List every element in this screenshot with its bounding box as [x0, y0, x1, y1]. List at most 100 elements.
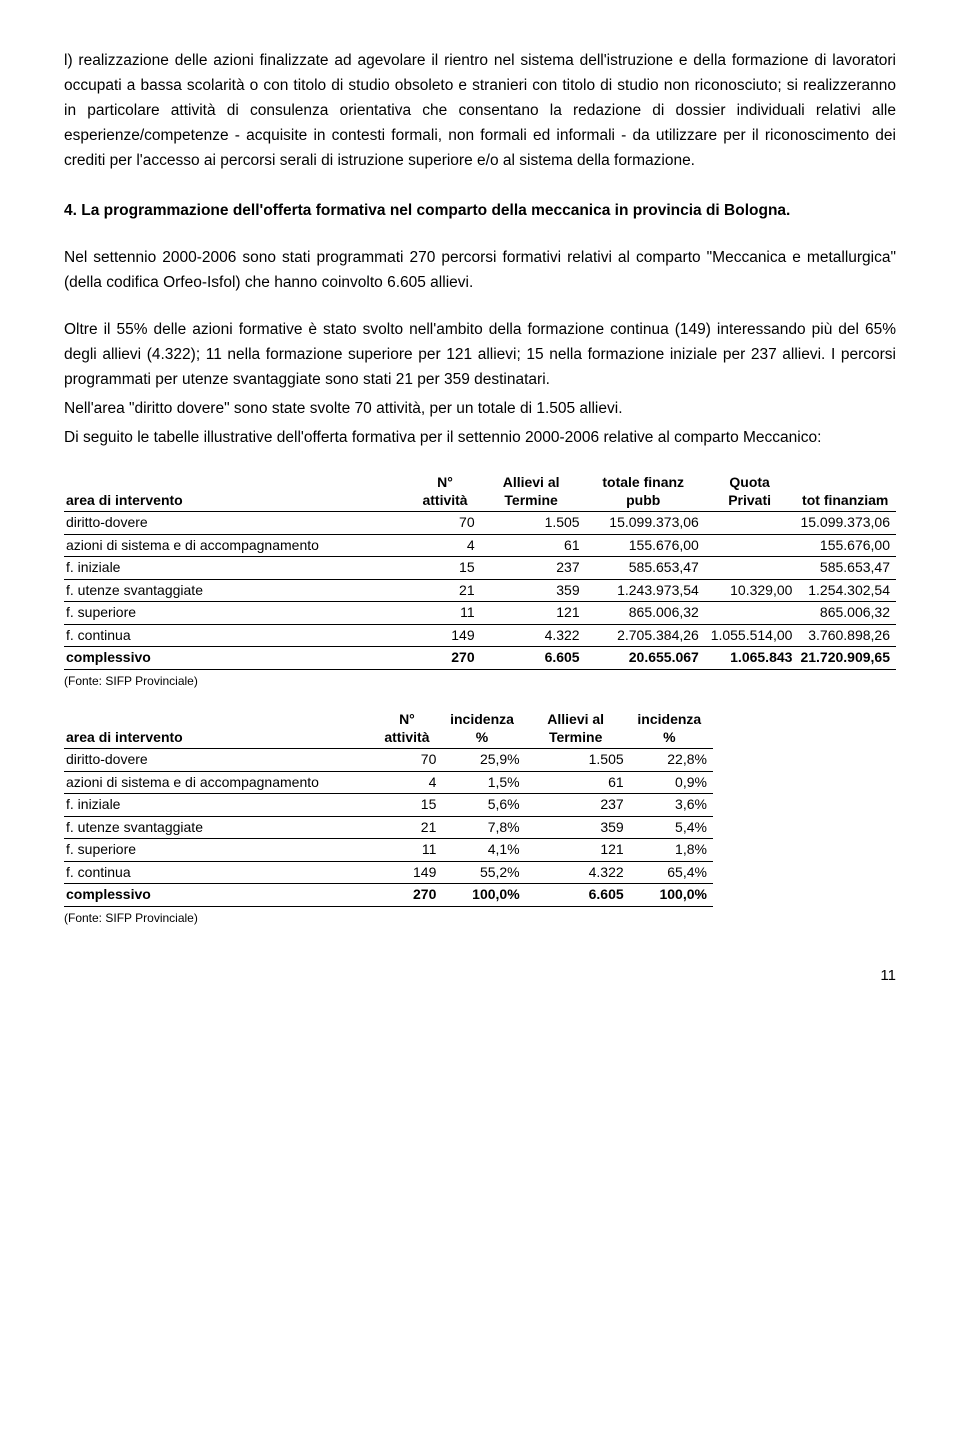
table-financing: area di intervento N° attività Allievi a… [64, 472, 896, 670]
th-area: area di intervento [64, 709, 375, 749]
table-row: f. iniziale155,6%2373,6% [64, 794, 713, 817]
section-heading-4: 4. La programmazione dell'offerta format… [64, 198, 896, 223]
table-cell: f. iniziale [64, 557, 413, 580]
th-quota-priv: Quota Privati [705, 472, 799, 512]
table-cell: 359 [526, 816, 630, 839]
table-cell: 6.605 [481, 647, 586, 670]
table-cell: 100,0% [442, 884, 525, 907]
table-cell: f. superiore [64, 839, 375, 862]
table-total-row: complessivo270100,0%6.605100,0% [64, 884, 713, 907]
table-cell: 100,0% [630, 884, 713, 907]
th-incidenza-1: incidenza % [442, 709, 525, 749]
table-row: f. superiore114,1%1211,8% [64, 839, 713, 862]
table-total-row: complessivo2706.60520.655.0671.065.84321… [64, 647, 896, 670]
table-cell: 2.705.384,26 [586, 624, 705, 647]
th-area: area di intervento [64, 472, 413, 512]
table-cell: 70 [375, 749, 442, 772]
table-cell: azioni di sistema e di accompagnamento [64, 534, 413, 557]
table-cell: 5,6% [442, 794, 525, 817]
table-header-row: area di intervento N° attività Allievi a… [64, 472, 896, 512]
th-finanz-pubb: totale finanz pubb [586, 472, 705, 512]
table-cell: diritto-dovere [64, 512, 413, 535]
table-cell: 70 [413, 512, 480, 535]
table-cell: 149 [413, 624, 480, 647]
table-cell: 585.653,47 [798, 557, 896, 580]
table-cell [705, 512, 799, 535]
table-cell: 1,5% [442, 771, 525, 794]
th-n-attivita: N° attività [375, 709, 442, 749]
page-number: 11 [64, 964, 896, 988]
table-cell: 61 [526, 771, 630, 794]
table-cell: 4 [375, 771, 442, 794]
table-row: f. utenze svantaggiate213591.243.973,54 1… [64, 579, 896, 602]
table-cell: 865.006,32 [798, 602, 896, 625]
paragraph-intro-4: Di seguito le tabelle illustrative dell'… [64, 425, 896, 450]
table-cell: 22,8% [630, 749, 713, 772]
table-cell: 4,1% [442, 839, 525, 862]
table-cell: 270 [413, 647, 480, 670]
table-cell: 155.676,00 [586, 534, 705, 557]
table-row: f. iniziale15237585.653,47585.653,47 [64, 557, 896, 580]
paragraph-intro-2: Oltre il 55% delle azioni formative è st… [64, 317, 896, 392]
table-row: f. continua1494.3222.705.384,261.055.514… [64, 624, 896, 647]
table-cell: 359 [481, 579, 586, 602]
table-cell: 1.254.302,54 [798, 579, 896, 602]
table-cell: 121 [481, 602, 586, 625]
table-cell: 6.605 [526, 884, 630, 907]
table-row: f. utenze svantaggiate217,8%3595,4% [64, 816, 713, 839]
paragraph-intro-3: Nell'area "diritto dovere" sono state sv… [64, 396, 896, 421]
table-source-2: (Fonte: SIFP Provinciale) [64, 909, 896, 928]
table-cell: 149 [375, 861, 442, 884]
table-cell: 121 [526, 839, 630, 862]
paragraph-intro-1: Nel settennio 2000-2006 sono stati progr… [64, 245, 896, 295]
table-cell: 1.505 [526, 749, 630, 772]
table-cell: 21.720.909,65 [798, 647, 896, 670]
table-cell: 585.653,47 [586, 557, 705, 580]
table-cell: 15 [413, 557, 480, 580]
table-cell: 15.099.373,06 [586, 512, 705, 535]
table-cell: 237 [526, 794, 630, 817]
table-cell: 1.243.973,54 [586, 579, 705, 602]
table-cell: complessivo [64, 647, 413, 670]
table-cell: 20.655.067 [586, 647, 705, 670]
table-cell [705, 602, 799, 625]
table-cell: f. utenze svantaggiate [64, 579, 413, 602]
table-row: f. continua14955,2%4.32265,4% [64, 861, 713, 884]
table-cell: f. continua [64, 624, 413, 647]
table-cell: f. superiore [64, 602, 413, 625]
table-cell: 65,4% [630, 861, 713, 884]
table-cell: 4 [413, 534, 480, 557]
table-cell: azioni di sistema e di accompagnamento [64, 771, 375, 794]
table-row: f. superiore11121865.006,32865.006,32 [64, 602, 896, 625]
table-row: diritto-dovere701.50515.099.373,0615.099… [64, 512, 896, 535]
table-cell: 865.006,32 [586, 602, 705, 625]
table-cell: 3,6% [630, 794, 713, 817]
table-cell: 4.322 [481, 624, 586, 647]
table-cell: 0,9% [630, 771, 713, 794]
table-cell: 1.065.843 [705, 647, 799, 670]
table-cell: 270 [375, 884, 442, 907]
table-cell: 237 [481, 557, 586, 580]
table-row: azioni di sistema e di accompagnamento46… [64, 534, 896, 557]
table-cell: diritto-dovere [64, 749, 375, 772]
table-cell [705, 534, 799, 557]
table-cell: f. continua [64, 861, 375, 884]
table-cell: 5,4% [630, 816, 713, 839]
table-cell: 21 [375, 816, 442, 839]
table-cell: 15 [375, 794, 442, 817]
th-incidenza-2: incidenza % [630, 709, 713, 749]
table-cell: 21 [413, 579, 480, 602]
th-tot-finanz: tot finanziam [798, 472, 896, 512]
table-cell: 25,9% [442, 749, 525, 772]
table-cell: 55,2% [442, 861, 525, 884]
table-row: azioni di sistema e di accompagnamento41… [64, 771, 713, 794]
table-cell: 15.099.373,06 [798, 512, 896, 535]
th-n-attivita: N° attività [413, 472, 480, 512]
th-allievi: Allievi al Termine [481, 472, 586, 512]
table-cell: complessivo [64, 884, 375, 907]
table-cell: 155.676,00 [798, 534, 896, 557]
table-cell: f. utenze svantaggiate [64, 816, 375, 839]
table-cell: 11 [375, 839, 442, 862]
table-header-row: area di intervento N° attività incidenza… [64, 709, 713, 749]
table-cell: 1.055.514,00 [705, 624, 799, 647]
